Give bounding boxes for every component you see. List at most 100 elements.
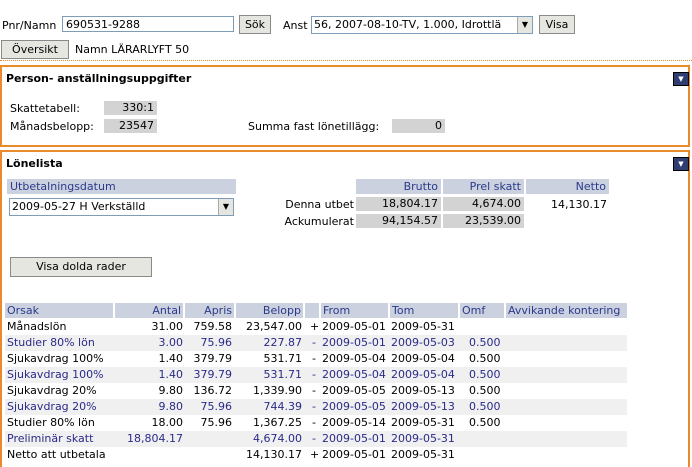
show-hidden-rows-button[interactable]: Visa dolda rader xyxy=(10,257,152,277)
cell-sign: - xyxy=(312,384,316,397)
cell-antal: 31.00 xyxy=(151,320,184,333)
summary-brutto-current: 18,804.17 xyxy=(356,197,441,211)
collapse-icon[interactable]: ▼ xyxy=(673,72,689,86)
cell-apris: 379.79 xyxy=(193,352,233,365)
cell-orsak: Studier 80% lön xyxy=(7,416,95,429)
cell-from: 2009-05-14 xyxy=(322,416,386,429)
fixed-supplement-value: 0 xyxy=(392,119,445,133)
cell-antal: 3.00 xyxy=(158,336,184,349)
search-button[interactable]: Sök xyxy=(239,15,271,34)
table-row[interactable]: Sjukavdrag 100% 1.40 379.79 531.71 - 200… xyxy=(5,367,627,383)
cell-omf: 0.500 xyxy=(469,352,501,365)
pnr-input[interactable] xyxy=(62,16,234,32)
cell-belopp: 1,367.25 xyxy=(253,416,302,429)
payment-date-select[interactable]: 2009-05-27 H Verkställd ▼ xyxy=(9,198,234,216)
anst-select[interactable]: 56, 2007-08-10-TV, 1.000, Idrottlä ▼ xyxy=(311,16,533,34)
cell-sign: - xyxy=(312,352,316,365)
cell-tom: 2009-05-31 xyxy=(391,416,455,429)
table-row[interactable]: Studier 80% lön 18.00 75.96 1,367.25 - 2… xyxy=(5,415,627,431)
table-row[interactable]: Sjukavdrag 100% 1.40 379.79 531.71 - 200… xyxy=(5,351,627,367)
cell-apris: 759.58 xyxy=(193,320,233,333)
cell-antal: 1.40 xyxy=(158,368,184,381)
cell-sign: - xyxy=(312,336,316,349)
col-apris: Apris xyxy=(185,303,234,318)
person-panel-title: Person- anställningsuppgifter xyxy=(6,72,192,85)
summary-header-brutto: Brutto xyxy=(356,179,441,194)
payslip-panel-title: Lönelista xyxy=(6,157,63,170)
cell-tom: 2009-05-04 xyxy=(391,368,455,381)
cell-orsak: Sjukavdrag 20% xyxy=(7,384,97,397)
cell-omf: 0.500 xyxy=(469,400,501,413)
tax-table-value: 330:1 xyxy=(104,101,157,115)
col-from: From xyxy=(321,303,388,318)
summary-prel-current: 4,674.00 xyxy=(443,197,524,211)
cell-tom: 2009-05-13 xyxy=(391,400,455,413)
person-panel: Person- anställningsuppgifter ▼ Skatteta… xyxy=(0,65,690,147)
cell-sign: - xyxy=(312,400,316,413)
cell-sign: - xyxy=(312,432,316,445)
cell-from: 2009-05-05 xyxy=(322,400,386,413)
cell-antal: 18.00 xyxy=(151,416,184,429)
overview-button[interactable]: Översikt xyxy=(1,40,69,59)
cell-orsak: Sjukavdrag 100% xyxy=(7,368,104,381)
cell-antal: 1.40 xyxy=(158,352,184,365)
col-orsak: Orsak xyxy=(5,303,113,318)
col-belopp: Belopp xyxy=(236,303,303,318)
cell-sign: + xyxy=(310,448,320,461)
cell-belopp: 4,674.00 xyxy=(253,432,302,445)
cell-sign: + xyxy=(310,320,320,333)
cell-tom: 2009-05-31 xyxy=(391,448,455,461)
table-row[interactable]: Netto att utbetala 14,130.17 + 2009-05-0… xyxy=(5,447,627,463)
cell-belopp: 227.87 xyxy=(263,336,303,349)
table-row[interactable]: Preliminär skatt 18,804.17 4,674.00 - 20… xyxy=(5,431,627,447)
cell-apris: 75.96 xyxy=(200,400,233,413)
cell-omf: 0.500 xyxy=(469,384,501,397)
cell-from: 2009-05-01 xyxy=(322,448,386,461)
col-sign xyxy=(305,303,319,318)
summary-header-prel: Prel skatt xyxy=(443,179,524,194)
cell-apris xyxy=(185,431,232,447)
cell-apris: 136.72 xyxy=(193,384,233,397)
cell-omf: 0.500 xyxy=(469,416,501,429)
summary-prel-accum: 23,539.00 xyxy=(443,214,524,228)
cell-tom: 2009-05-31 xyxy=(391,320,455,333)
table-row[interactable]: Sjukavdrag 20% 9.80 136.72 1,339.90 - 20… xyxy=(5,383,627,399)
pnr-label: Pnr/Namn xyxy=(2,19,57,32)
col-omf: Omf xyxy=(460,303,504,318)
cell-orsak: Studier 80% lön xyxy=(7,336,95,349)
cell-from: 2009-05-04 xyxy=(322,352,386,365)
table-row[interactable]: Sjukavdrag 20% 9.80 75.96 744.39 - 2009-… xyxy=(5,399,627,415)
monthly-amount-label: Månadsbelopp: xyxy=(10,120,94,133)
summary-brutto-accum: 94,154.57 xyxy=(356,214,441,228)
cell-from: 2009-05-05 xyxy=(322,384,386,397)
cell-from: 2009-05-01 xyxy=(322,336,386,349)
monthly-amount-value: 23547 xyxy=(104,119,157,133)
payment-date-value: 2009-05-27 H Verkställd xyxy=(12,200,146,213)
table-row[interactable]: Månadslön 31.00 759.58 23,547.00 + 2009-… xyxy=(5,319,627,335)
cell-tom: 2009-05-03 xyxy=(391,336,455,349)
anst-select-value: 56, 2007-08-10-TV, 1.000, Idrottlä xyxy=(314,18,502,31)
show-button[interactable]: Visa xyxy=(539,15,575,34)
cell-belopp: 744.39 xyxy=(263,400,303,413)
chevron-down-icon[interactable]: ▼ xyxy=(517,17,532,33)
cell-apris: 75.96 xyxy=(200,416,233,429)
col-avvikande: Avvikande kontering xyxy=(506,303,627,318)
collapse-icon[interactable]: ▼ xyxy=(673,157,689,171)
cell-omf: 0.500 xyxy=(469,336,501,349)
cell-belopp: 23,547.00 xyxy=(246,320,302,333)
cell-belopp: 1,339.90 xyxy=(253,384,302,397)
cell-apris: 75.96 xyxy=(200,336,233,349)
divider xyxy=(0,60,692,61)
cell-tom: 2009-05-04 xyxy=(391,352,455,365)
cell-tom: 2009-05-31 xyxy=(391,432,455,445)
summary-row-label: Ackumulerat xyxy=(284,215,354,228)
cell-belopp: 531.71 xyxy=(263,368,303,381)
cell-antal: 9.80 xyxy=(158,384,184,397)
chevron-down-icon[interactable]: ▼ xyxy=(218,199,233,215)
tax-table-label: Skattetabell: xyxy=(10,102,80,115)
cell-sign: - xyxy=(312,368,316,381)
table-row[interactable]: Studier 80% lön 3.00 75.96 227.87 - 2009… xyxy=(5,335,627,351)
summary-header-netto: Netto xyxy=(526,179,609,194)
cell-antal: 18,804.17 xyxy=(127,432,183,445)
cell-apris: 379.79 xyxy=(193,368,233,381)
